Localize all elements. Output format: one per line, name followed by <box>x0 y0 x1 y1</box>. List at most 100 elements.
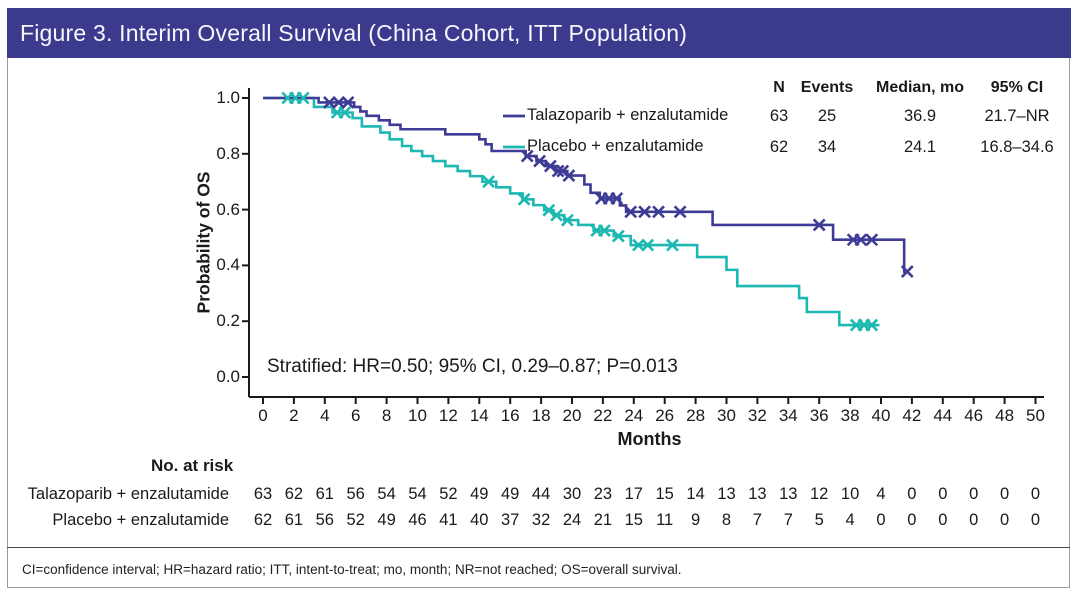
x-tick-label: 20 <box>562 406 582 425</box>
legend-ci-placebo: 16.8–34.6 <box>980 138 1054 156</box>
censor-mark <box>652 205 665 219</box>
x-tick-label: 32 <box>747 406 767 425</box>
at-risk-count: 54 <box>408 485 427 503</box>
legend-median-talazoparib: 36.9 <box>903 107 937 125</box>
km-curve-talazoparib <box>263 96 909 273</box>
at-risk-label-placebo: Placebo + enzalutamide <box>52 511 229 529</box>
at-risk-count: 13 <box>748 485 767 503</box>
x-tick-label: 26 <box>655 406 675 425</box>
x-tick-label: 38 <box>840 406 860 425</box>
at-risk-count: 24 <box>562 511 582 529</box>
censor-mark <box>542 203 556 217</box>
x-tick-label: 40 <box>871 406 891 425</box>
censor-mark <box>533 154 546 168</box>
at-risk-count: 0 <box>1030 485 1041 503</box>
at-risk-title: No. at risk <box>151 456 234 475</box>
at-risk-count: 15 <box>655 485 674 503</box>
legend-events-talazoparib: 25 <box>817 107 837 125</box>
censor-mark <box>338 106 352 119</box>
censor-mark <box>296 91 310 105</box>
at-risk-count: 17 <box>624 485 643 503</box>
at-risk-count: 9 <box>691 511 701 529</box>
footer-abbreviations: CI=confidence interval; HR=hazard ratio;… <box>22 562 682 577</box>
censor-mark <box>854 233 868 247</box>
at-risk-count: 52 <box>439 485 458 503</box>
x-tick-label: 44 <box>933 406 953 425</box>
censor-mark <box>624 205 638 219</box>
at-risk-count: 5 <box>814 511 824 529</box>
km-curve-placebo <box>263 96 880 327</box>
at-risk-count: 10 <box>840 485 860 503</box>
legend-events-placebo: 34 <box>817 138 837 156</box>
y-tick-label: 0.4 <box>216 255 240 275</box>
censor-mark <box>812 218 826 232</box>
at-risk-count: 37 <box>501 511 520 529</box>
censor-mark <box>323 96 336 109</box>
legend-n-placebo: 62 <box>769 138 789 156</box>
at-risk-count: 46 <box>408 511 427 529</box>
at-risk-count: 32 <box>531 511 551 529</box>
at-risk-count: 14 <box>686 485 705 503</box>
at-risk-count: 30 <box>562 485 582 503</box>
at-risk-count: 13 <box>779 485 798 503</box>
at-risk-count: 0 <box>969 511 979 529</box>
x-tick-label: 16 <box>500 406 520 425</box>
at-risk-count: 63 <box>253 485 273 503</box>
at-risk-count: 0 <box>1000 511 1010 529</box>
at-risk-label-talazoparib: Talazoparib + enzalutamide <box>27 485 229 503</box>
x-tick-label: 50 <box>1026 406 1045 425</box>
x-tick-label: 48 <box>995 406 1015 425</box>
at-risk-count: 7 <box>783 511 793 529</box>
x-tick-label: 18 <box>531 406 551 425</box>
y-tick-label: 0.0 <box>216 367 240 386</box>
at-risk-count: 8 <box>721 511 732 529</box>
at-risk-count: 13 <box>717 485 736 503</box>
censor-mark <box>673 205 687 219</box>
x-tick-label: 4 <box>320 406 330 425</box>
at-risk-count: 61 <box>284 511 304 529</box>
at-risk-count: 0 <box>907 511 917 529</box>
at-risk-count: 15 <box>624 511 643 529</box>
censor-mark <box>550 208 563 222</box>
censor-mark <box>560 213 574 227</box>
x-tick-label: 24 <box>624 406 644 425</box>
legend-label-placebo: Placebo + enzalutamide <box>527 137 704 155</box>
at-risk-count: 41 <box>439 511 458 529</box>
x-tick-label: 22 <box>593 406 613 425</box>
censor-mark <box>610 192 624 205</box>
at-risk-count: 4 <box>845 511 855 529</box>
censor-mark <box>865 233 879 247</box>
at-risk-count: 21 <box>593 511 613 529</box>
legend-label-talazoparib: Talazoparib + enzalutamide <box>527 106 729 124</box>
censor-mark <box>551 164 565 178</box>
at-risk-count: 62 <box>253 511 273 529</box>
censor-mark <box>562 169 576 182</box>
x-tick-label: 42 <box>902 406 922 425</box>
footer-divider <box>7 547 1070 548</box>
x-tick-label: 12 <box>438 406 458 425</box>
censor-mark <box>865 318 879 332</box>
censor-mark <box>666 238 679 252</box>
at-risk-count: 23 <box>593 485 613 503</box>
at-risk-count: 0 <box>907 485 917 503</box>
censor-mark <box>632 238 645 252</box>
censor-mark <box>611 229 625 243</box>
censor-mark <box>517 192 531 206</box>
hr-annotation: Stratified: HR=0.50; 95% CI, 0.29–0.87; … <box>267 356 678 377</box>
x-tick-label: 0 <box>258 406 268 425</box>
censor-mark <box>543 159 557 173</box>
at-risk-count: 0 <box>938 485 948 503</box>
x-tick-label: 10 <box>408 406 427 425</box>
y-tick-label: 0.2 <box>216 311 240 331</box>
at-risk-count: 0 <box>876 511 886 529</box>
censor-mark <box>341 96 355 109</box>
censor-mark <box>900 265 914 278</box>
x-tick-label: 46 <box>964 406 984 425</box>
figure-title-bar: Figure 3. Interim Overall Survival (Chin… <box>7 8 1071 58</box>
at-risk-count: 62 <box>284 485 304 503</box>
at-risk-count: 0 <box>969 485 979 503</box>
legend-median-placebo: 24.1 <box>903 138 937 156</box>
at-risk-count: 0 <box>1000 485 1010 503</box>
